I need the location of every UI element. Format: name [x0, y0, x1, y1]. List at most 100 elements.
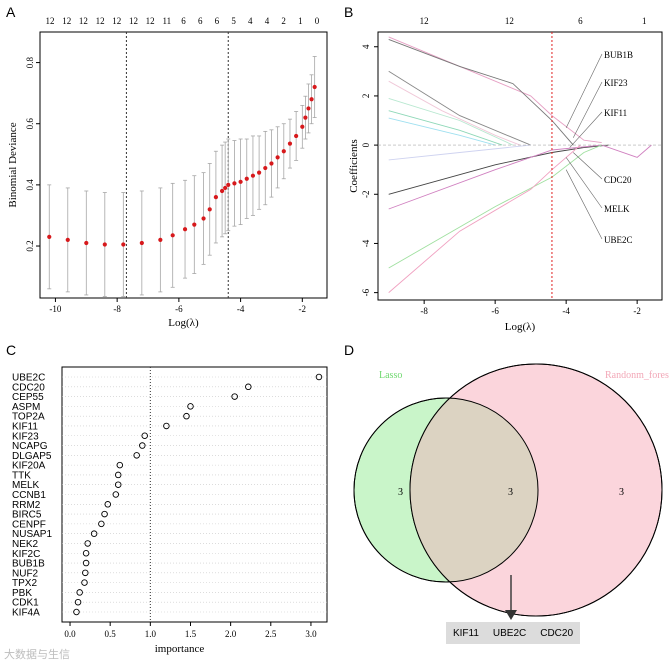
importance-point-c — [163, 422, 170, 430]
gene-label-b: UBE2C — [604, 235, 633, 245]
deviance-point-a — [65, 237, 70, 243]
gene-leader-b — [565, 53, 603, 129]
deviance-point-a — [192, 222, 197, 227]
gene-leader-b — [572, 81, 603, 138]
x-tick-label-a: -8 — [113, 304, 121, 314]
importance-point-c — [74, 598, 82, 606]
deviance-point-a — [294, 133, 299, 139]
coefficient-path-b — [388, 144, 602, 269]
y-axis-title-b: Coefficients — [348, 139, 360, 193]
shared-gene-2: UBE2C — [492, 627, 527, 639]
panel-letter-c: C — [6, 342, 17, 358]
deviance-point-a — [263, 165, 268, 171]
top-tick-label-a: 4 — [265, 16, 270, 26]
gene-label-c: KIF2C — [12, 549, 40, 560]
deviance-point-a — [139, 240, 144, 246]
venn-overlap-count: 3 — [508, 487, 513, 498]
gene-label-c: BUB1B — [12, 559, 45, 570]
coefficient-path-b — [388, 144, 652, 210]
gene-label-c: UBE2C — [12, 373, 45, 384]
venn-right-count: 3 — [619, 487, 624, 498]
deviance-point-a — [287, 141, 293, 146]
deviance-point-a — [182, 227, 188, 232]
y-tick-label-b: -6 — [361, 288, 371, 296]
coefficient-path-b — [388, 110, 503, 146]
y-tick-label-b: 4 — [361, 44, 371, 49]
top-tick-label-a: 5 — [231, 16, 236, 26]
importance-point-c — [73, 608, 80, 616]
gene-label-c: MELK — [12, 480, 40, 491]
x-tick-label-c: 2.5 — [265, 629, 277, 639]
gene-label-b: KIF11 — [604, 108, 627, 118]
importance-point-c — [112, 491, 120, 498]
top-tick-label-a: 12 — [46, 16, 55, 26]
deviance-point-a — [213, 195, 219, 200]
coefficient-path-b — [388, 117, 496, 146]
gene-label-c: RRM2 — [12, 500, 41, 511]
panel-letter-d: D — [344, 342, 355, 358]
venn-right-circle — [409, 363, 663, 617]
venn-left-outline — [353, 397, 539, 583]
y-tick-label-a: 0.6 — [25, 118, 35, 130]
top-tick-label-b: 6 — [578, 16, 583, 26]
y-tick-label-a: 0.4 — [25, 179, 35, 191]
venn-arrow-head — [505, 610, 517, 620]
venn-left-count: 3 — [398, 487, 403, 498]
coefficient-path-b — [388, 70, 531, 146]
shared-gene-3: CDC20 — [540, 627, 574, 639]
gene-label-c: PBK — [12, 588, 32, 599]
importance-point-c — [84, 540, 91, 547]
top-tick-label-a: 4 — [248, 16, 253, 26]
x-tick-label-a: -4 — [237, 304, 245, 314]
top-tick-label-a: 12 — [62, 16, 71, 26]
deviance-point-a — [309, 97, 314, 102]
gene-label-c: KIF4A — [12, 608, 40, 619]
top-tick-label-a: 6 — [181, 16, 186, 26]
gene-label-c: BIRC5 — [12, 510, 42, 521]
coefficient-path-b — [388, 38, 574, 146]
venn-right-label: Randonm_forest — [605, 370, 669, 381]
gene-leader-b — [573, 152, 603, 180]
plot-frame-b — [377, 31, 663, 301]
gene-label-c: NUSAP1 — [12, 529, 52, 540]
gene-label-c: TOP2A — [12, 412, 45, 423]
deviance-point-a — [158, 237, 163, 243]
y-tick-label-a: 0.2 — [25, 240, 35, 251]
deviance-point-a — [201, 216, 206, 221]
panel-letter-b: B — [344, 4, 354, 20]
importance-point-c — [82, 559, 90, 567]
gene-label-c: KIF23 — [12, 431, 39, 442]
importance-point-c — [81, 579, 88, 586]
gene-label-c: CEP55 — [12, 392, 44, 403]
importance-point-c — [116, 461, 124, 469]
importance-point-c — [104, 501, 112, 508]
top-tick-label-a: 12 — [112, 16, 121, 26]
top-tick-label-a: 12 — [146, 16, 155, 26]
plot-frame-a — [39, 31, 328, 299]
importance-point-c — [245, 383, 252, 391]
importance-point-c — [101, 510, 108, 518]
coefficient-path-b — [388, 144, 609, 195]
plot-frame-c — [61, 366, 328, 623]
deviance-point-a — [170, 233, 175, 238]
venn-right-outline — [409, 363, 663, 617]
importance-point-c — [141, 432, 148, 440]
deviance-point-a — [219, 188, 225, 194]
importance-point-c — [133, 452, 140, 459]
deviance-point-a — [281, 149, 286, 154]
top-tick-label-a: 0 — [315, 16, 320, 26]
x-tick-label-a: -6 — [175, 304, 183, 314]
deviance-point-a — [269, 161, 274, 166]
y-axis-title-a: Binomial Deviance — [7, 122, 19, 207]
gene-label-b: KIF23 — [604, 78, 628, 88]
x-tick-label-b: -6 — [491, 306, 499, 316]
x-tick-label-a: -2 — [299, 304, 307, 314]
gene-leader-b — [569, 111, 603, 148]
y-tick-label-a: 0.8 — [25, 56, 35, 68]
top-tick-label-a: 12 — [96, 16, 105, 26]
y-tick-label-b: -4 — [361, 239, 371, 247]
gene-label-c: DLGAP5 — [12, 451, 52, 462]
y-tick-label-b: 2 — [361, 94, 371, 99]
deviance-point-a — [223, 185, 228, 191]
